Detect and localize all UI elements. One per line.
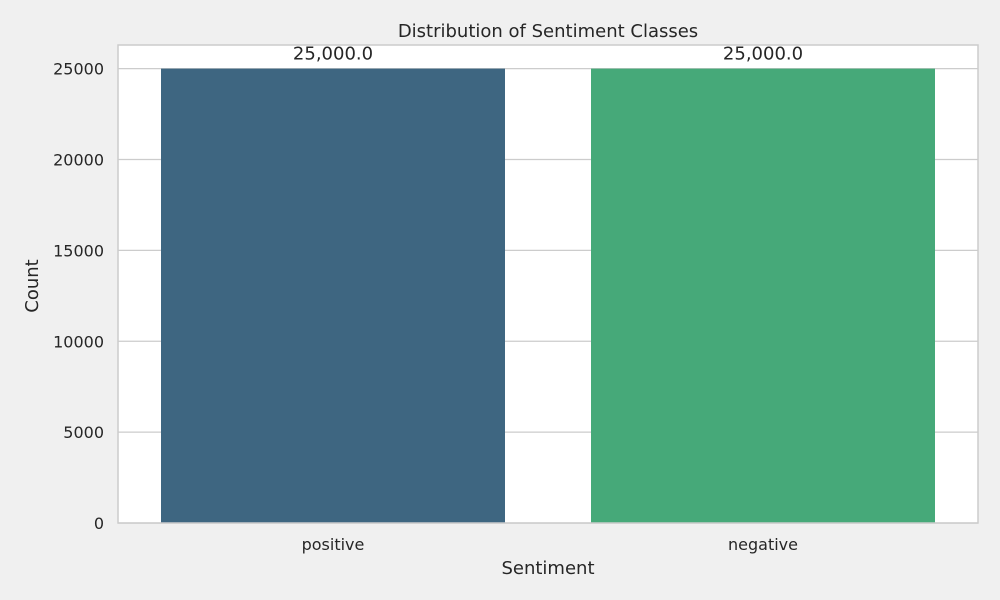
- y-axis-label: Count: [22, 259, 43, 312]
- y-tick-label: 5000: [63, 423, 104, 442]
- y-tick-label: 10000: [53, 332, 104, 351]
- bar-value-label: 25,000.0: [723, 44, 803, 65]
- x-tick-label: negative: [728, 535, 798, 554]
- bar-value-labels: 25,000.0 25,000.0: [293, 44, 803, 65]
- bar-value-label: 25,000.0: [293, 44, 373, 65]
- x-tick-labels: positive negative: [302, 535, 798, 554]
- y-tick-labels: 0 5000 10000 15000 20000 25000: [53, 60, 104, 533]
- x-tick-label: positive: [302, 535, 365, 554]
- y-tick-label: 0: [94, 514, 104, 533]
- chart-title: Distribution of Sentiment Classes: [398, 21, 698, 42]
- plot-frame: [117, 44, 979, 524]
- y-tick-label: 25000: [53, 60, 104, 79]
- x-axis-label: Sentiment: [501, 558, 594, 579]
- y-tick-label: 15000: [53, 241, 104, 260]
- bars: [161, 68, 935, 523]
- bar-negative: [591, 68, 935, 523]
- bar-positive: [161, 68, 505, 523]
- y-tick-label: 20000: [53, 151, 104, 170]
